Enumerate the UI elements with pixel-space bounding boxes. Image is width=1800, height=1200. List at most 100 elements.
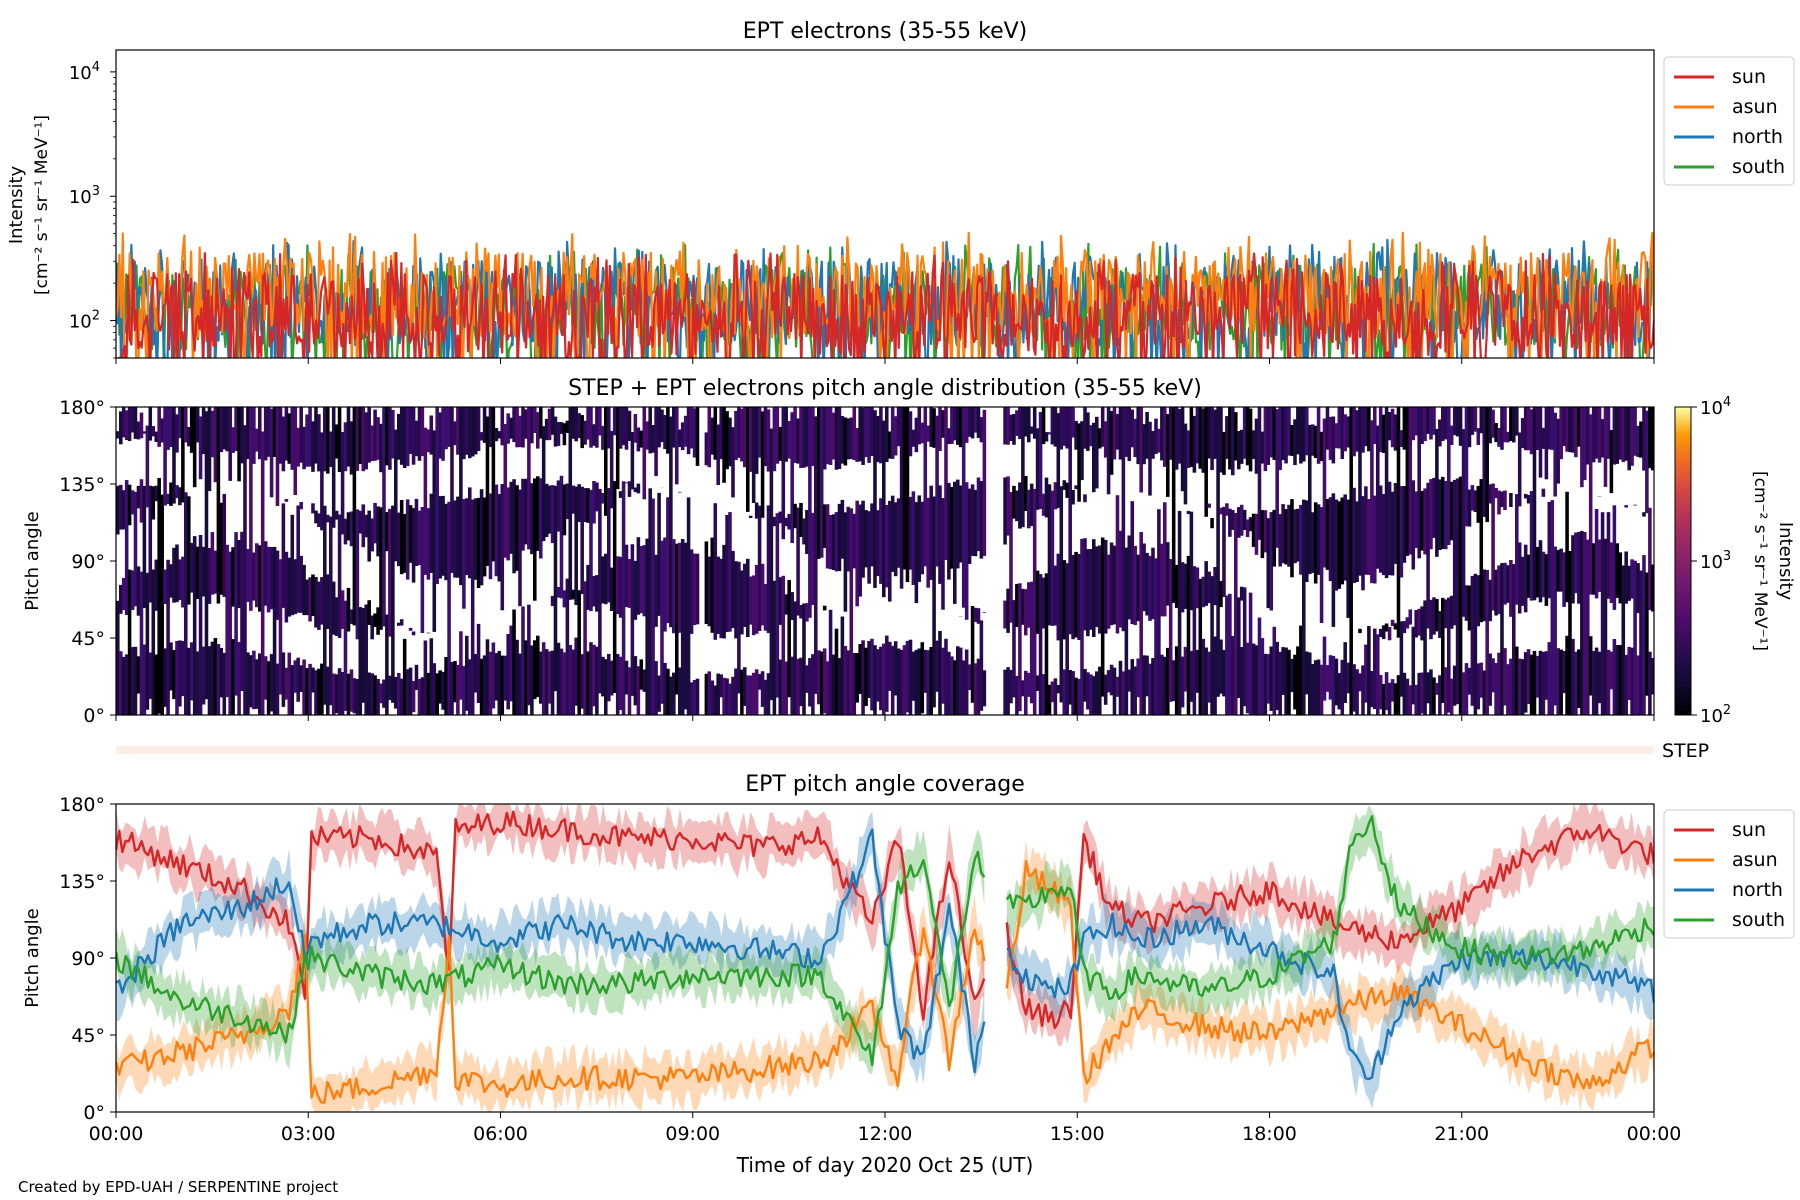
- heatmap-cell: [1225, 503, 1229, 516]
- heatmap-cell: [299, 555, 303, 613]
- heatmap-cell: [178, 407, 182, 439]
- heatmap-cell: [817, 650, 821, 705]
- heatmap-cell: [731, 427, 735, 498]
- heatmap-cell: [462, 665, 466, 715]
- heatmap-cell: [882, 643, 886, 715]
- heatmap-cell: [1438, 419, 1442, 447]
- heatmap-cell: [470, 407, 475, 457]
- heatmap-cell: [1571, 407, 1575, 453]
- heatmap-cell: [1373, 407, 1377, 445]
- heatmap-cell: [1378, 628, 1383, 637]
- heatmap-cell: [1207, 503, 1211, 508]
- coverage-band-north: [1006, 892, 1654, 1109]
- heatmap-cell: [719, 674, 723, 698]
- heatmap-cell: [822, 648, 827, 714]
- heatmap-cell: [340, 590, 345, 629]
- x-tick-label: 15:00: [1050, 1123, 1105, 1145]
- heatmap-cell: [1414, 407, 1418, 436]
- heatmap-cell: [1168, 407, 1173, 460]
- heatmap-cell: [743, 407, 747, 468]
- heatmap-cell: [1171, 407, 1176, 603]
- heatmap-cell: [1121, 671, 1126, 715]
- heatmap-cell: [1387, 412, 1392, 441]
- heatmap-cell: [908, 639, 913, 715]
- heatmap-cell: [133, 646, 138, 715]
- heatmap-cell: [1645, 572, 1649, 696]
- heatmap-cell: [352, 678, 357, 714]
- heatmap-cell: [893, 502, 898, 577]
- heatmap-cell: [562, 652, 567, 715]
- heatmap-cell: [1636, 563, 1640, 614]
- heatmap-cell: [624, 407, 629, 450]
- y-tick-label: 135°: [59, 474, 105, 496]
- heatmap-cell: [1621, 565, 1626, 715]
- heatmap-cell: [163, 407, 167, 506]
- heatmap-cell: [1139, 532, 1143, 715]
- heatmap-cell: [1609, 430, 1614, 494]
- heatmap-cell: [858, 407, 862, 462]
- y-tick-label: 103: [69, 184, 100, 208]
- heatmap-cell: [556, 587, 561, 598]
- heatmap-cell: [1609, 542, 1614, 603]
- heatmap-cell: [1526, 494, 1531, 504]
- heatmap-cell: [544, 483, 549, 537]
- series-line-sun: [116, 251, 1654, 358]
- heatmap-cell: [1106, 554, 1111, 629]
- heatmap-cell: [1316, 504, 1321, 575]
- heatmap-cell: [1515, 407, 1519, 436]
- heatmap-cell: [1284, 407, 1288, 464]
- heatmap-cell: [1420, 672, 1424, 714]
- heatmap-cell: [802, 603, 806, 715]
- heatmap-cell: [1245, 642, 1250, 714]
- heatmap-cell: [672, 672, 676, 715]
- heatmap-cell: [476, 623, 481, 703]
- heatmap-cell: [397, 673, 401, 715]
- heatmap-cell: [163, 569, 167, 604]
- heatmap-cell: [1541, 551, 1546, 598]
- heatmap-cell: [311, 667, 315, 693]
- heatmap-cell: [388, 508, 392, 637]
- heatmap-cell: [1571, 535, 1575, 604]
- heatmap-cell: [1458, 407, 1463, 446]
- heatmap-cell: [432, 663, 437, 715]
- heatmap-cell: [1248, 408, 1253, 472]
- heatmap-cell: [1384, 672, 1389, 711]
- heatmap-cell: [305, 414, 309, 467]
- heatmap-cell: [334, 424, 339, 459]
- heatmap-cell: [571, 589, 576, 600]
- heatmap-cell: [1509, 493, 1513, 507]
- heatmap-cell: [1387, 682, 1392, 715]
- step-label: STEP: [1662, 740, 1709, 762]
- heatmap-cell: [178, 640, 182, 707]
- heatmap-cell: [716, 424, 720, 485]
- heatmap-cell: [1021, 588, 1025, 625]
- heatmap-cell: [808, 407, 812, 618]
- heatmap-cell: [772, 407, 777, 472]
- heatmap-cell: [1509, 560, 1513, 617]
- heatmap-cell: [778, 426, 783, 461]
- heatmap-cell: [568, 645, 573, 715]
- heatmap-cell: [1053, 678, 1058, 715]
- heatmap-cell: [326, 514, 330, 523]
- heatmap-cell: [890, 495, 895, 572]
- heatmap-cell: [465, 407, 469, 455]
- heatmap-cell: [133, 491, 138, 607]
- heatmap-cell: [926, 497, 930, 588]
- heatmap-cell: [589, 642, 593, 715]
- heatmap-cell: [1071, 490, 1075, 505]
- heatmap-cell: [781, 575, 786, 715]
- heatmap-cell: [683, 542, 688, 710]
- heatmap-cell: [249, 407, 253, 611]
- heatmap-cell: [1213, 567, 1217, 606]
- heatmap-cell: [1263, 407, 1268, 472]
- heatmap-cell: [275, 550, 280, 620]
- heatmap-cell: [1083, 407, 1087, 449]
- heatmap-cell: [852, 653, 857, 715]
- heatmap-cell: [1106, 670, 1111, 693]
- heatmap-cell: [287, 652, 292, 715]
- heatmap-cell: [1269, 512, 1274, 611]
- heatmap-cell: [1476, 428, 1481, 445]
- heatmap-cell: [740, 408, 744, 462]
- heatmap-cell: [1447, 407, 1451, 545]
